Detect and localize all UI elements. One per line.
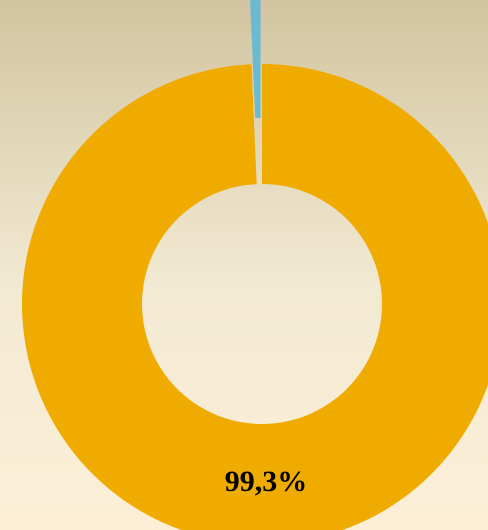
slice-data-label: 99,3% — [225, 465, 308, 498]
donut-slice — [250, 0, 261, 119]
donut-slice — [22, 64, 488, 530]
donut-labels: 99,3% — [225, 465, 308, 498]
donut-slices — [22, 0, 488, 530]
